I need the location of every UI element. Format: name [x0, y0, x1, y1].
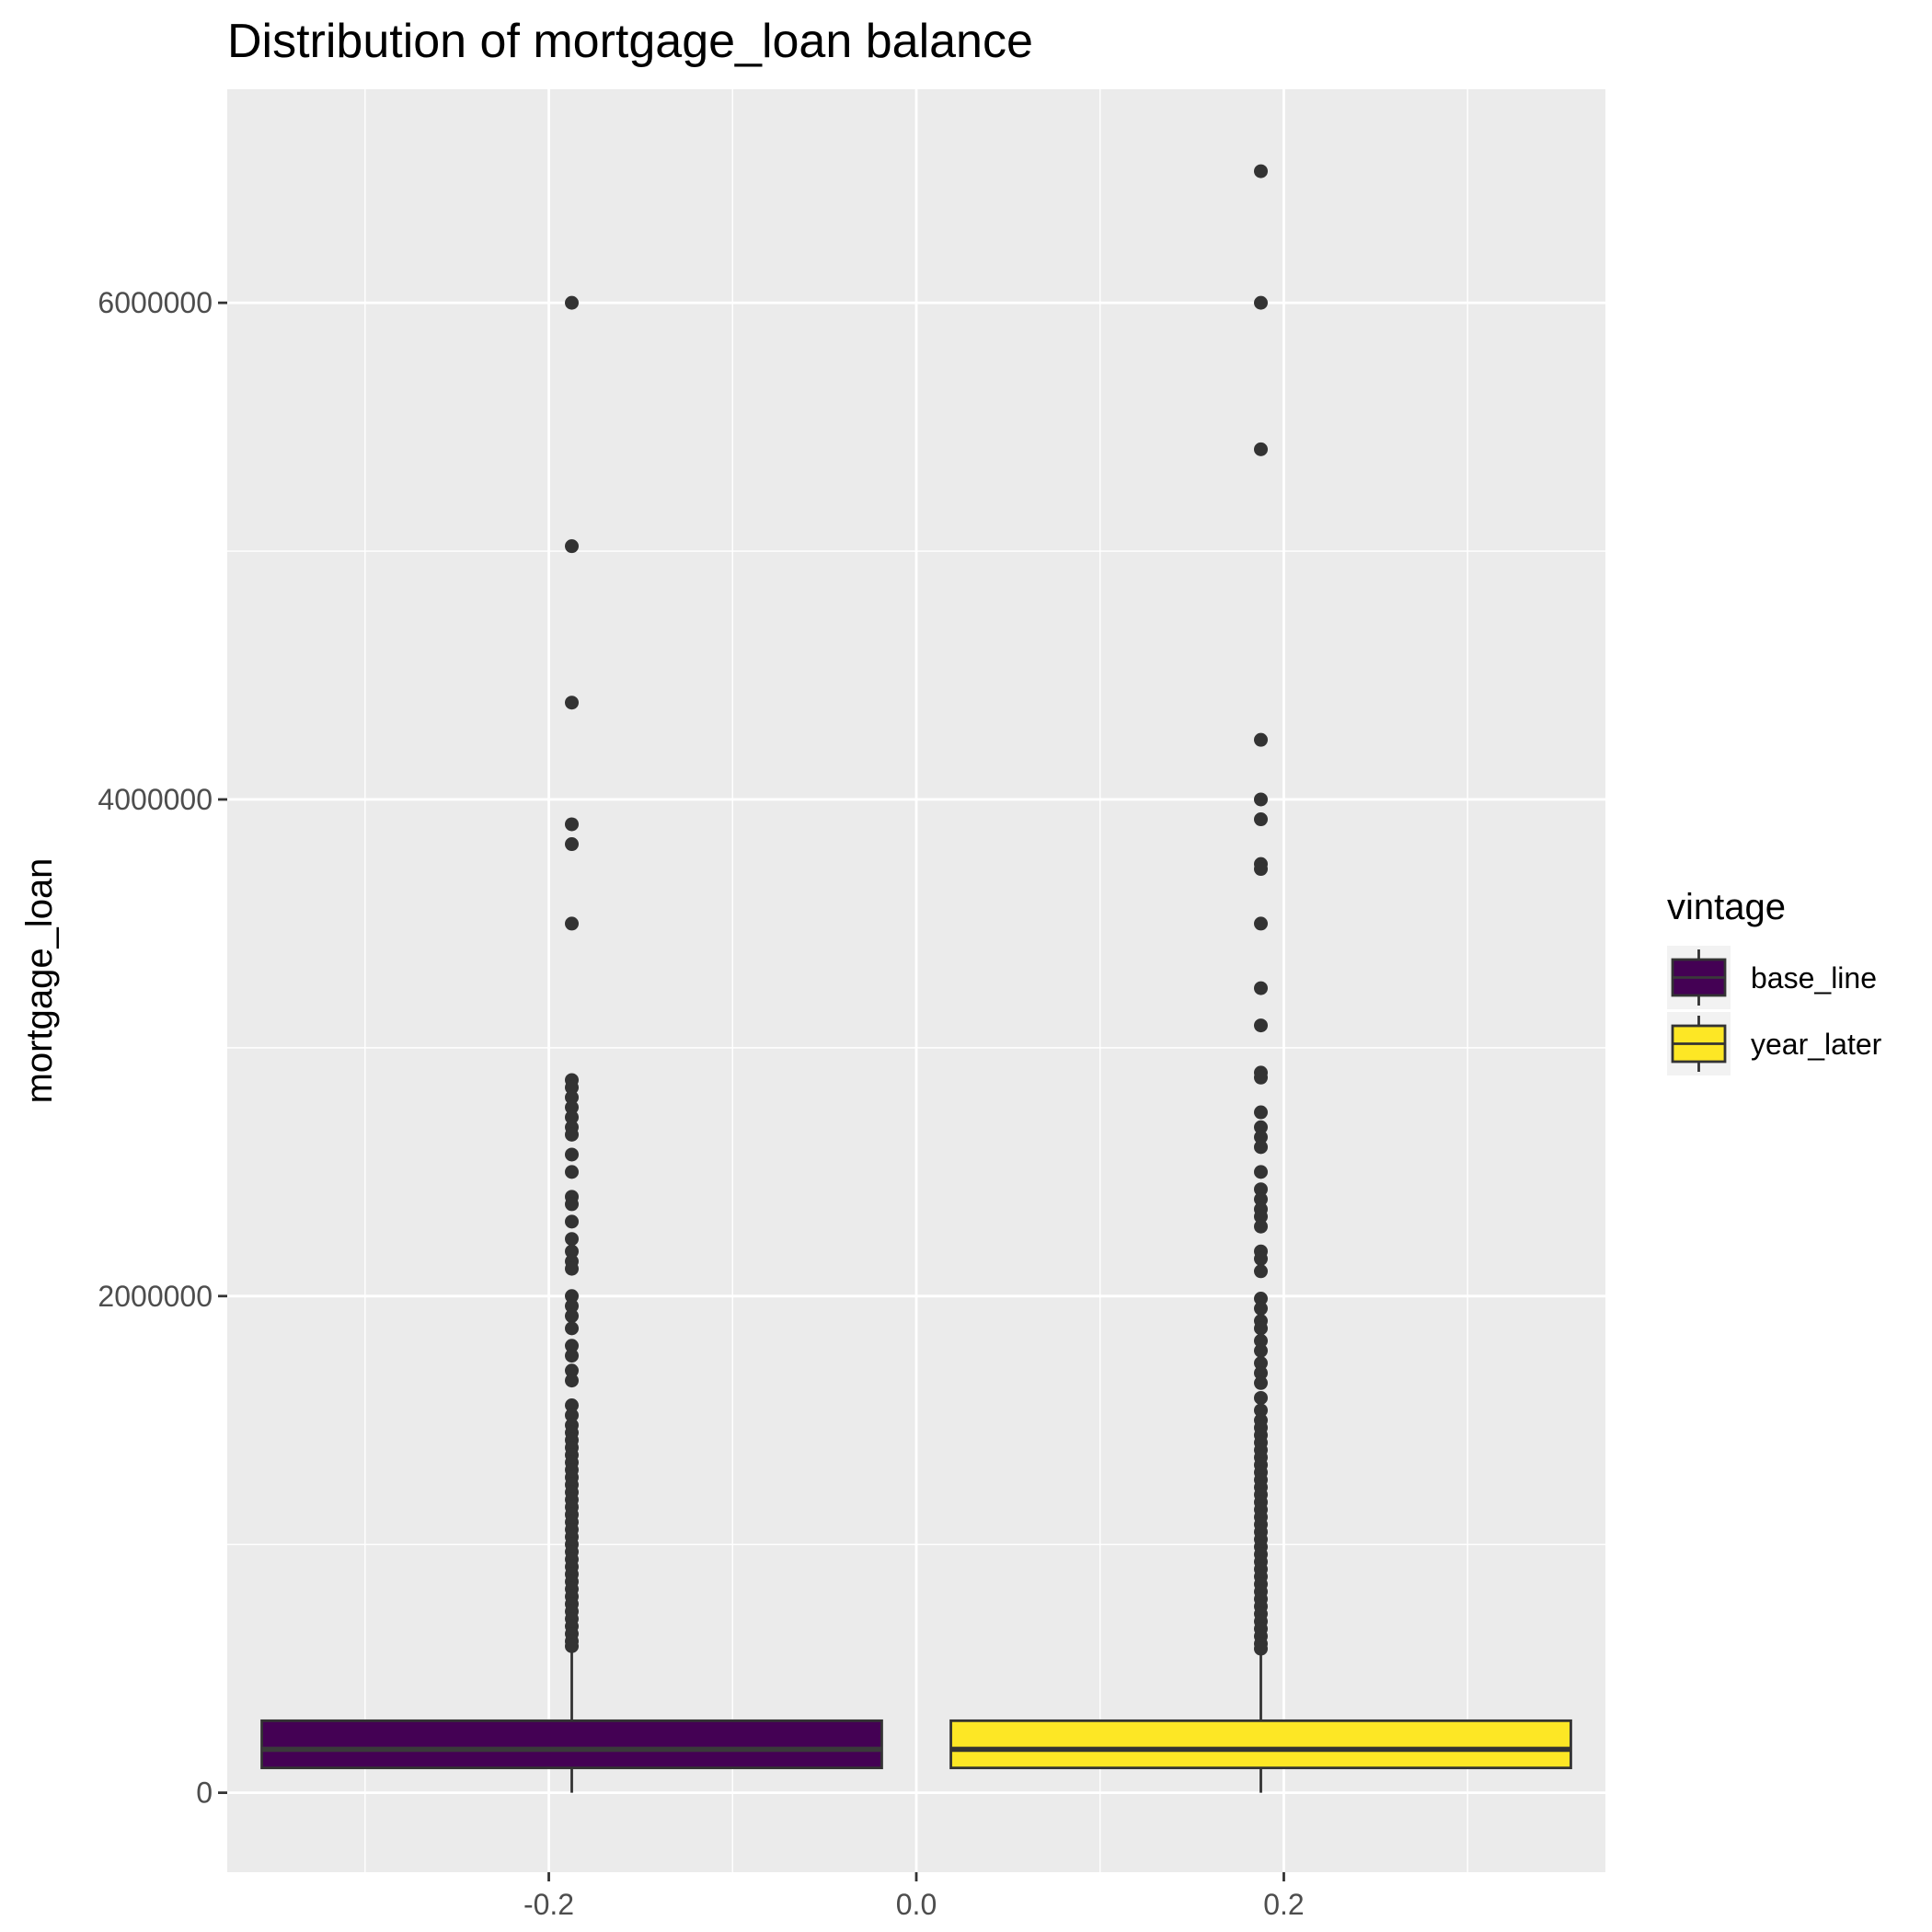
box [260, 1719, 883, 1770]
outlier-point [1254, 1182, 1268, 1197]
legend: vintage base_line year_later [1667, 887, 1882, 1075]
outlier-point [565, 1363, 579, 1378]
outlier-point [565, 1374, 579, 1388]
outlier-point [1254, 1105, 1268, 1120]
outlier-point [1254, 981, 1268, 995]
outlier-point [1254, 1333, 1268, 1348]
outlier-point [1254, 1356, 1268, 1371]
y-axis-title: mortgage_loan [19, 858, 60, 1104]
x-tick-label: -0.2 [523, 1888, 574, 1921]
legend-keys: base_line year_later [1667, 946, 1882, 1075]
boxplots [260, 164, 1572, 1793]
outlier-point [1254, 1291, 1268, 1305]
outlier-point [565, 837, 579, 852]
outlier-point [565, 1165, 579, 1179]
outlier-point [565, 1408, 579, 1422]
outlier-point [1254, 732, 1268, 747]
outlier-point [565, 1261, 579, 1276]
outlier-point [1254, 1140, 1268, 1155]
boxplot-year-later [949, 164, 1572, 1793]
outlier-point [565, 1349, 579, 1363]
outlier-point [565, 1080, 579, 1095]
chart-title: Distribution of mortgage_loan balance [227, 15, 1033, 68]
y-tick-label: 0 [196, 1777, 213, 1810]
outlier-point [565, 1398, 579, 1413]
outlier-point [565, 1339, 579, 1353]
outlier-point [1254, 1365, 1268, 1380]
x-tick-label: 0.0 [896, 1888, 937, 1921]
outlier-point [565, 539, 579, 554]
y-tick-label: 4000000 [98, 783, 213, 816]
outlier-point [565, 1244, 579, 1259]
legend-item-base-line: base_line [1667, 946, 1877, 1009]
outlier-point [565, 1308, 579, 1323]
box [949, 1719, 1572, 1770]
outlier-point [565, 1100, 579, 1115]
y-axis: 0 2000000 4000000 6000000 [98, 286, 227, 1810]
legend-item-year-later: year_later [1667, 1012, 1882, 1075]
outlier-point [1254, 1209, 1268, 1224]
outlier-point [565, 295, 579, 310]
y-tick-label: 6000000 [98, 286, 213, 319]
boxplot-base-line [260, 295, 883, 1793]
outlier-point [1254, 1321, 1268, 1336]
outlier-point [1254, 442, 1268, 456]
outlier-point [565, 916, 579, 931]
outlier-point [565, 1289, 579, 1304]
outlier-point [1254, 1343, 1268, 1358]
outlier-point [1254, 1375, 1268, 1390]
outlier-point [1254, 1264, 1268, 1279]
outlier-point [565, 1639, 579, 1653]
outlier-point [1254, 1301, 1268, 1316]
outlier-point [1254, 1070, 1268, 1085]
outlier-point [1254, 1018, 1268, 1033]
legend-title: vintage [1667, 887, 1786, 927]
legend-label: year_later [1751, 1028, 1882, 1061]
outlier-point [1254, 1251, 1268, 1266]
outlier-point [1254, 1130, 1268, 1144]
outlier-point [565, 1197, 579, 1212]
outlier-point [565, 1147, 579, 1162]
outlier-point [565, 1299, 579, 1314]
outlier-point [1254, 862, 1268, 877]
outlier-point [1254, 792, 1268, 807]
outlier-point [1254, 1165, 1268, 1179]
outlier-point [565, 696, 579, 710]
grid-lines [227, 89, 1605, 1872]
outlier-point [565, 1127, 579, 1142]
outlier-point [565, 1110, 579, 1124]
outlier-point [565, 817, 579, 832]
outlier-point [1254, 1390, 1268, 1405]
x-axis: -0.2 0.0 0.2 [523, 1872, 1305, 1921]
outlier-point [1254, 295, 1268, 310]
outlier-point [1254, 1641, 1268, 1656]
outlier-point [1254, 1403, 1268, 1418]
outlier-point [1254, 812, 1268, 827]
outlier-point [1254, 1219, 1268, 1234]
outlier-point [1254, 164, 1268, 178]
outlier-point [565, 1321, 579, 1336]
legend-label: base_line [1751, 961, 1877, 995]
outlier-point [565, 1090, 579, 1105]
outlier-point [1254, 1192, 1268, 1207]
outlier-point [565, 1214, 579, 1229]
y-tick-label: 2000000 [98, 1280, 213, 1313]
outlier-point [565, 1232, 579, 1247]
outlier-point [1254, 1120, 1268, 1134]
outlier-point [1254, 916, 1268, 931]
x-tick-label: 0.2 [1263, 1888, 1304, 1921]
